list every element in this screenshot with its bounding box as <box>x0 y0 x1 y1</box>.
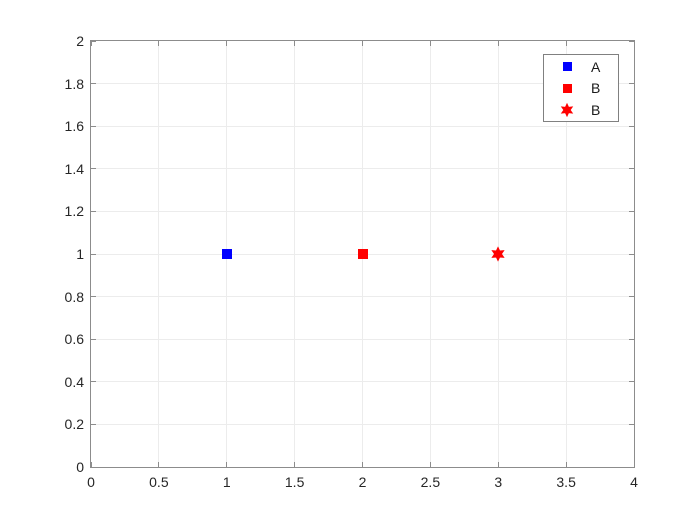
y-tick-mark-left <box>91 125 96 127</box>
legend-item-label: B <box>591 80 601 96</box>
data-point-square-marker <box>357 249 368 259</box>
x-tick-mark-bottom <box>633 462 635 467</box>
x-tick-mark-bottom <box>226 462 228 467</box>
x-tick-mark-bottom <box>497 462 499 467</box>
y-tick-mark-right <box>629 168 634 170</box>
y-axis-tick-labels: 0 0.2 0.4 0.6 0.8 1 1.2 1.4 1.6 1.8 2 <box>0 33 84 475</box>
gridline-horizontal <box>91 381 634 383</box>
x-tick-label: 3.5 <box>556 474 576 490</box>
y-tick-label: 1.6 <box>64 118 84 135</box>
square-icon <box>562 62 572 71</box>
x-tick-mark-top <box>633 41 635 46</box>
y-tick-mark-left <box>91 210 96 212</box>
y-tick-label: 1.2 <box>64 203 84 220</box>
y-tick-mark-left <box>91 381 96 383</box>
x-tick-mark-top <box>90 41 92 46</box>
x-tick-mark-bottom <box>294 462 296 467</box>
y-tick-label: 0.4 <box>64 373 84 390</box>
y-tick-mark-right <box>629 338 634 340</box>
y-tick-label: 0.6 <box>64 331 84 348</box>
legend-item-label: B <box>591 101 601 118</box>
data-point-square-marker <box>221 249 232 259</box>
y-tick-mark-left <box>91 253 96 255</box>
hexagram-icon <box>491 246 505 262</box>
y-tick-mark-right <box>629 253 634 255</box>
gridline-horizontal <box>91 296 634 298</box>
gridline-horizontal <box>91 125 634 127</box>
x-tick-mark-top <box>294 41 296 46</box>
gridline-horizontal <box>91 210 634 212</box>
y-tick-mark-left <box>91 83 96 85</box>
gridline-horizontal <box>91 168 634 170</box>
y-tick-mark-right <box>629 40 634 42</box>
x-axis-tick-labels: 0 0.5 1 1.5 2 2.5 3 3.5 4 <box>87 473 638 493</box>
legend-square-icon <box>560 60 574 74</box>
square-icon <box>562 83 572 93</box>
y-tick-label: 2 <box>76 33 84 49</box>
y-tick-mark-left <box>91 466 96 468</box>
legend-item-label: A <box>591 58 601 75</box>
x-tick-mark-bottom <box>565 462 567 467</box>
y-tick-label: 0.8 <box>64 288 84 305</box>
x-tick-mark-bottom <box>362 462 363 467</box>
legend-item: B <box>544 78 618 98</box>
legend-square-icon <box>560 81 574 95</box>
y-tick-mark-right <box>629 381 634 383</box>
y-tick-mark-left <box>91 40 96 42</box>
y-tick-label: 1.4 <box>64 160 84 177</box>
y-tick-mark-left <box>91 338 96 340</box>
y-tick-mark-left <box>91 423 96 425</box>
legend-item: A <box>544 57 618 77</box>
y-tick-label: 1.8 <box>64 75 84 92</box>
y-tick-mark-right <box>629 83 634 85</box>
y-tick-label: 0.2 <box>64 416 84 433</box>
x-tick-mark-bottom <box>90 462 92 467</box>
y-tick-mark-right <box>629 296 634 298</box>
x-tick-mark-top <box>362 41 363 46</box>
x-tick-mark-bottom <box>158 462 160 467</box>
x-tick-label: 3 <box>494 474 503 490</box>
gridline-horizontal <box>91 423 634 425</box>
gridline-horizontal <box>91 338 634 340</box>
x-tick-mark-top <box>158 41 160 46</box>
data-point-hexagram-marker <box>491 246 506 262</box>
y-tick-mark-right <box>629 466 634 468</box>
x-tick-label: 2.5 <box>420 474 441 490</box>
hexagram-icon <box>560 102 574 117</box>
y-tick-mark-left <box>91 296 96 298</box>
y-tick-mark-right <box>629 125 634 127</box>
y-tick-mark-right <box>629 423 634 425</box>
gridline-horizontal <box>91 83 634 85</box>
x-tick-label: 1.5 <box>284 474 305 490</box>
x-tick-label: 0.5 <box>149 474 169 490</box>
x-tick-mark-bottom <box>429 462 431 467</box>
x-tick-mark-top <box>429 41 431 46</box>
x-tick-label: 2 <box>358 474 367 490</box>
x-tick-label: 1 <box>222 474 231 490</box>
y-tick-mark-left <box>91 168 96 170</box>
y-tick-label: 1 <box>76 246 84 262</box>
y-tick-label: 0 <box>76 459 84 475</box>
y-tick-mark-right <box>629 210 634 212</box>
legend-item: B <box>544 100 618 120</box>
legend-hexagram-icon <box>560 102 574 117</box>
x-tick-mark-top <box>497 41 499 46</box>
x-tick-mark-top <box>565 41 567 46</box>
x-tick-label: 4 <box>630 474 638 490</box>
x-tick-mark-top <box>226 41 228 46</box>
x-tick-label: 0 <box>87 474 95 490</box>
